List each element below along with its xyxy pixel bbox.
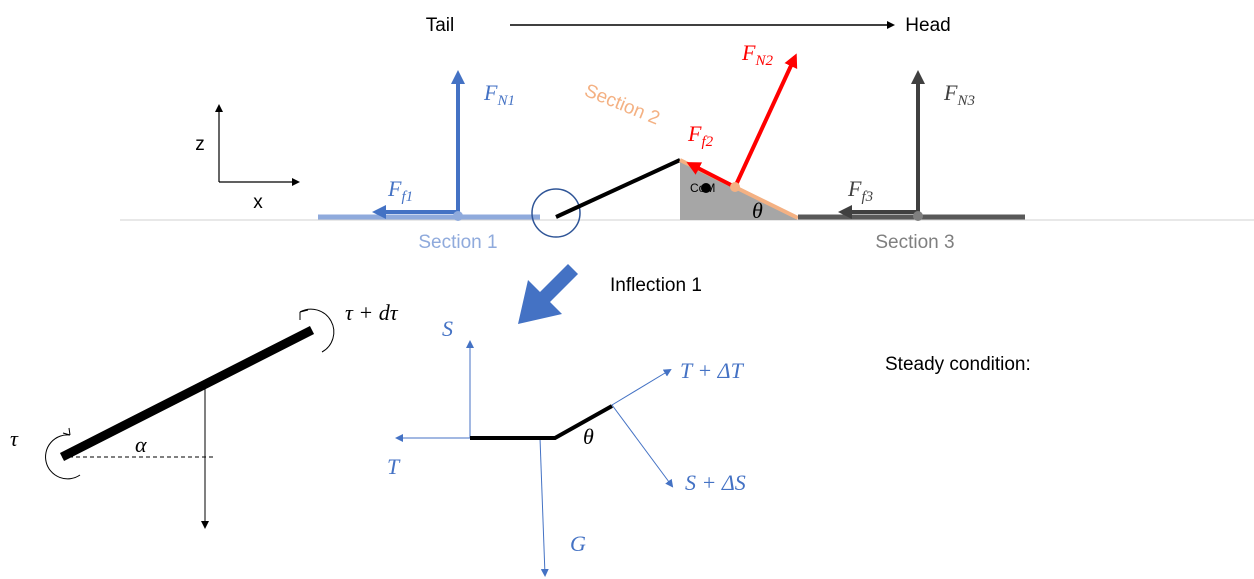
torque-bottom-label: τ [10, 426, 19, 451]
inflection-label: Inflection 1 [610, 275, 702, 296]
torque-bottom [45, 434, 81, 480]
shear-next-arrow [611, 404, 674, 488]
torque-bottom-head [62, 427, 71, 436]
friction-force-3-label: Ff3 [847, 176, 873, 205]
friction-force-2-label: Ff2 [687, 121, 714, 150]
normal-force-3-label: FN3 [943, 80, 975, 109]
tension-label: T [387, 454, 401, 479]
zoom-arrow [518, 256, 578, 324]
z-label: z [195, 134, 205, 155]
com-dot [701, 183, 711, 193]
contact-point-1 [453, 211, 463, 221]
tension-next-label: T + ΔT [680, 358, 745, 383]
contact-point-3 [913, 211, 923, 221]
slope-angle: θ [752, 198, 763, 223]
gravity-arrow [539, 437, 549, 577]
tension-next-arrow [611, 368, 672, 406]
x-label: x [253, 192, 263, 213]
normal-force-1-label: FN1 [483, 80, 515, 109]
friction-force-1-label: Ff1 [387, 176, 413, 205]
torque-top [299, 308, 335, 353]
normal-force-2-label: FN2 [741, 40, 773, 69]
tail-label: Tail [426, 15, 455, 36]
shear-next-label: S + ΔS [685, 470, 746, 495]
section-3-label: Section 3 [875, 232, 954, 253]
joint-angle: θ [583, 424, 594, 449]
section-1-label: Section 1 [418, 232, 497, 253]
contact-point-2 [730, 182, 740, 192]
torque-top-label: τ + dτ [345, 300, 399, 325]
joint-body [470, 404, 613, 440]
segment [59, 325, 315, 462]
gravity-label: G [570, 531, 586, 556]
shear-label: S [442, 316, 453, 341]
torque-top-head [299, 309, 309, 320]
inflection-circle [531, 188, 581, 238]
body-link [555, 158, 681, 219]
steady-condition: Steady condition: [885, 354, 1031, 375]
normal-force-2 [733, 53, 798, 188]
head-label: Head [905, 15, 950, 36]
friction-force-2 [686, 162, 736, 189]
section-2-label: Section 2 [581, 80, 662, 129]
angle-label: α [135, 432, 147, 457]
